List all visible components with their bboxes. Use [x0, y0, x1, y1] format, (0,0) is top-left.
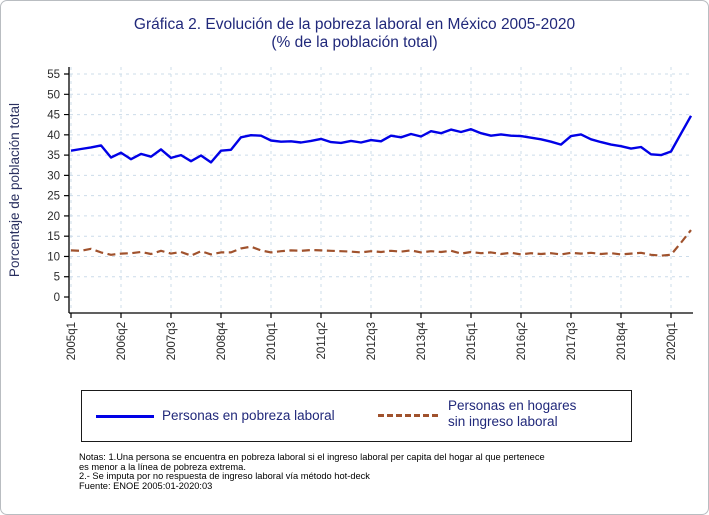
y-tick-label: 30 [47, 170, 60, 182]
x-tick-label: 2007q3 [166, 322, 178, 360]
x-tick-label: 2018q4 [616, 321, 628, 360]
legend-label-sin-ingreso-line2: sin ingreso laboral [448, 414, 558, 429]
x-tick-label: 2005q1 [66, 322, 78, 360]
legend-label-sin-ingreso: Personas en hogares sin ingreso laboral [448, 398, 576, 430]
legend-line-sin-ingreso-sample [378, 414, 438, 417]
x-tick-label: 2010q1 [266, 322, 278, 360]
note-line-1: Notas: 1.Una persona se encuentra en pob… [79, 452, 545, 462]
x-tick-label: 2016q2 [516, 322, 528, 360]
y-tick-label: 10 [47, 251, 60, 263]
y-tick-label: 0 [54, 292, 60, 304]
y-tick-label: 50 [47, 89, 60, 101]
note-line-4: Fuente: ENOE 2005:01-2020:03 [79, 481, 213, 492]
y-axis-title: Porcentaje de población total [7, 103, 22, 277]
chart-notes: Notas: 1.Una persona se encuentra en pob… [79, 452, 545, 492]
x-tick-label: 2006q2 [116, 322, 128, 360]
y-tick-label: 45 [47, 110, 60, 122]
y-tick-label: 5 [54, 272, 60, 284]
y-tick-label: 15 [47, 231, 60, 243]
y-tick-label: 20 [47, 211, 60, 223]
x-tick-label: 2012q3 [366, 322, 378, 360]
x-tick-label: 2020q1 [666, 322, 678, 360]
chart-legend: Personas en pobreza laboral Personas en … [81, 390, 632, 442]
chart-subtitle: (% de la población total) [271, 34, 438, 51]
x-tick-label: 2008q4 [216, 321, 228, 360]
x-tick-label: 2015q1 [466, 322, 478, 360]
chart-title: Gráfica 2. Evolución de la pobreza labor… [133, 16, 576, 33]
x-tick-label: 2013q4 [416, 321, 428, 360]
chart-plot-area: 0 5 10 15 20 25 30 35 40 45 50 55 2005q1 2006q2 2007q3… [7, 67, 693, 360]
y-tick-label: 35 [47, 150, 60, 162]
y-tick-label: 40 [47, 130, 60, 142]
note-line-3: 2.- Se imputa por no respuesta de ingres… [79, 471, 370, 482]
legend-label-pobreza: Personas en pobreza laboral [162, 408, 335, 423]
y-tick-label: 55 [47, 69, 60, 81]
series-line-pobreza-laboral [70, 115, 693, 164]
series-line-sin-ingreso-laboral [70, 229, 692, 257]
chart-title-block: Gráfica 2. Evolución de la pobreza labor… [1, 16, 708, 52]
y-tick-label: 25 [47, 191, 60, 203]
legend-label-sin-ingreso-line1: Personas en hogares [448, 398, 577, 413]
legend-line-pobreza-sample [96, 415, 154, 418]
note-line-2: es menor a la línea de pobreza extrema. [79, 461, 246, 472]
x-tick-label: 2011q2 [316, 322, 328, 360]
x-tick-label: 2017q3 [566, 322, 578, 360]
